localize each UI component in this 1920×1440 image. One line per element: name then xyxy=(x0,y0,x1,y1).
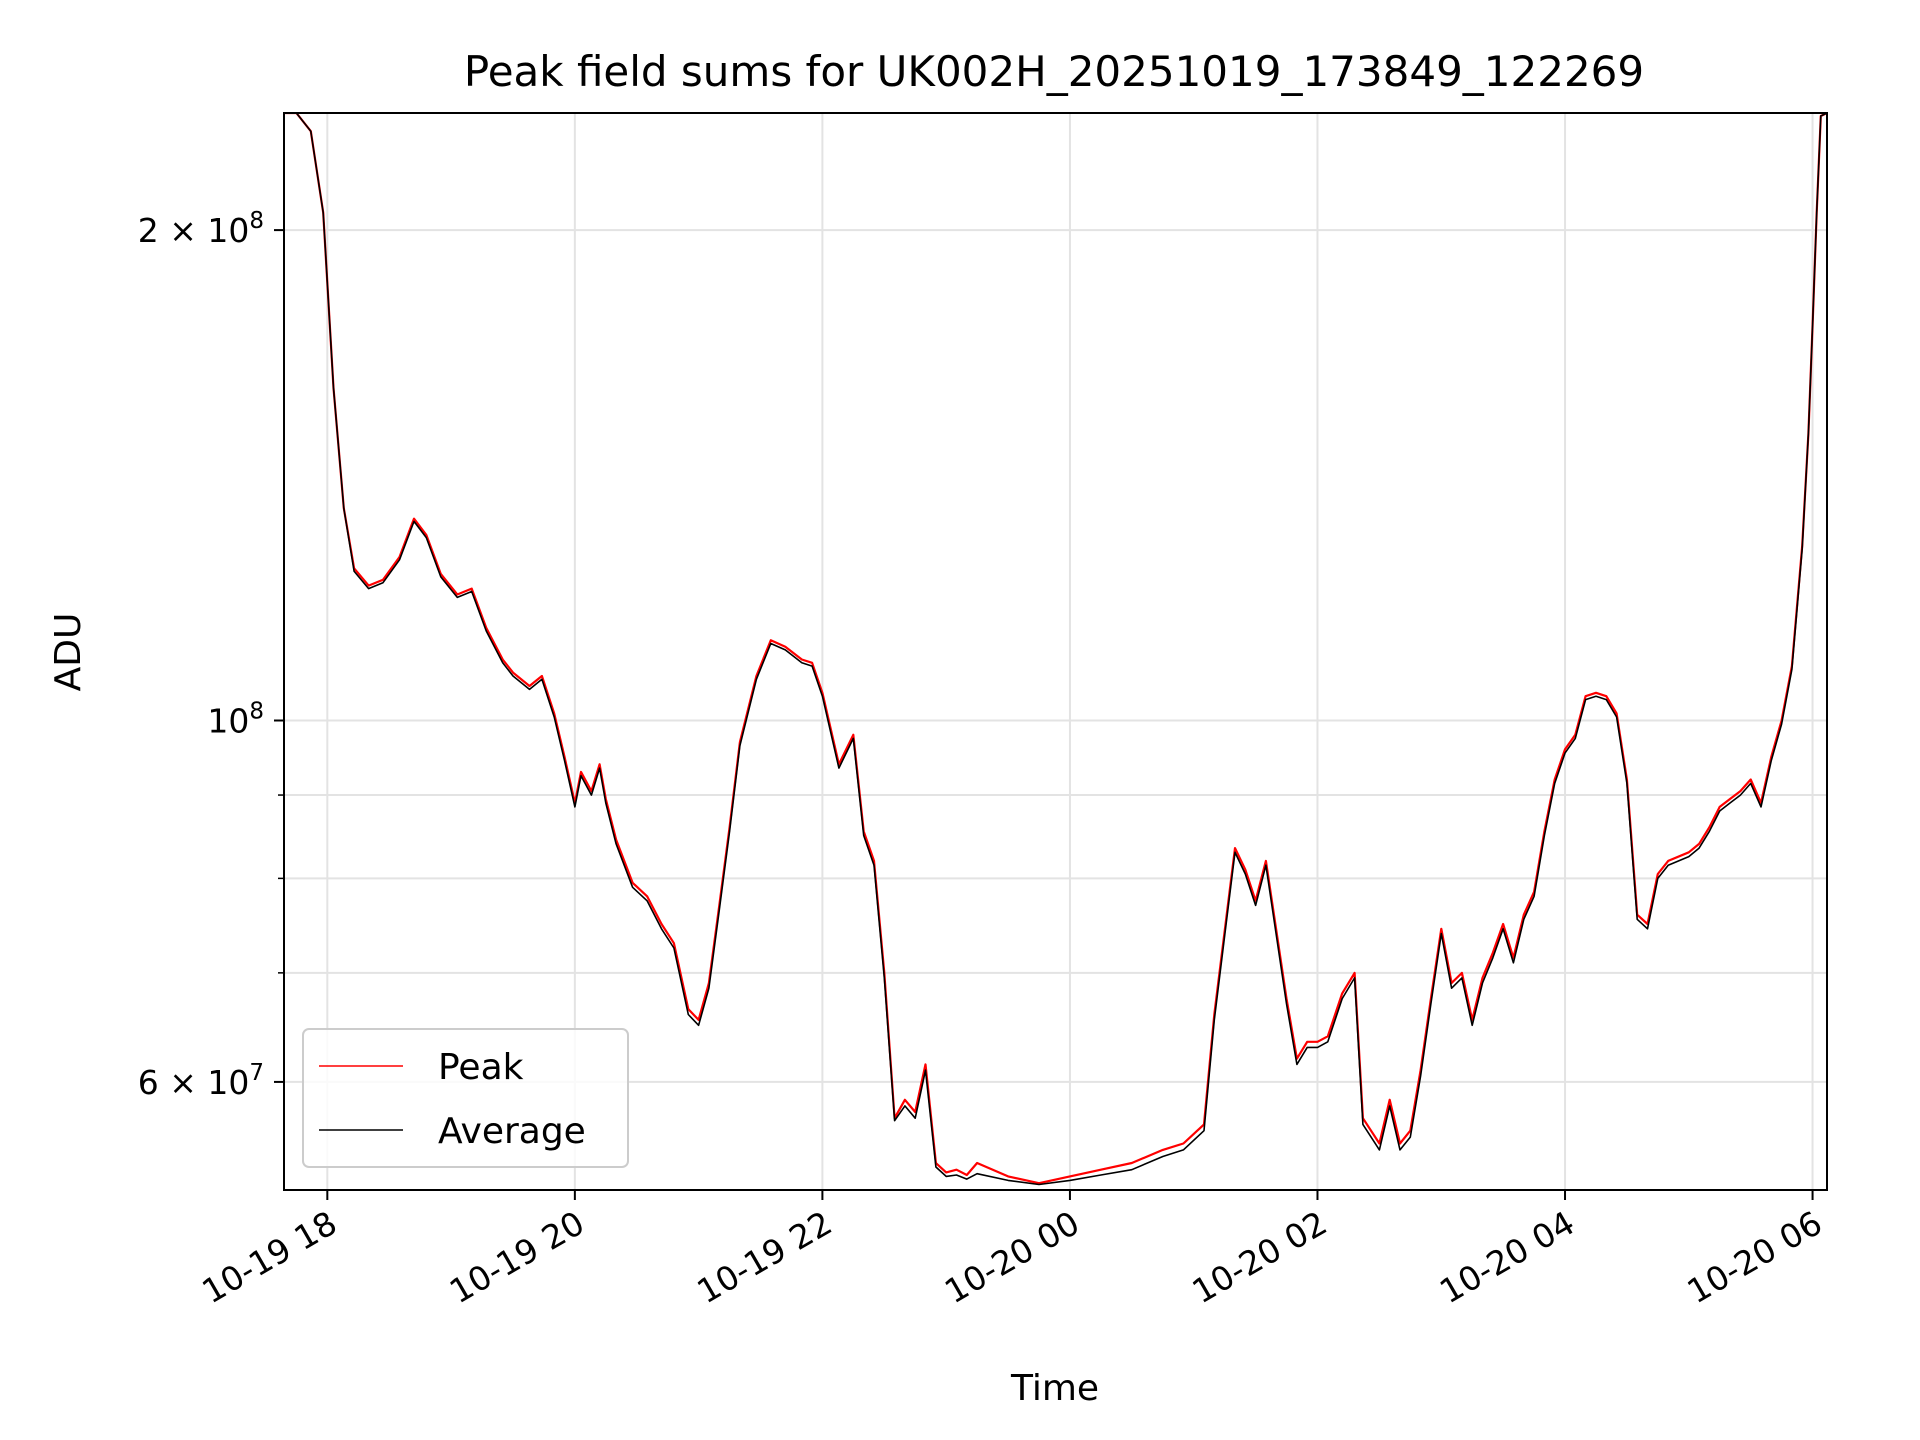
y-tick-label: 6 × 107 xyxy=(138,1060,264,1102)
plot-frame xyxy=(283,112,1828,1191)
legend-box xyxy=(302,1028,629,1168)
series-line-average xyxy=(284,113,1827,1186)
x-axis-label: Time xyxy=(1010,1368,1099,1409)
series-layer xyxy=(284,113,1827,1186)
y-axis: 6 × 107 108 2 × 108 xyxy=(138,208,284,1102)
y-tick-label: 2 × 108 xyxy=(138,208,264,250)
y-axis-label: ADU xyxy=(48,613,89,692)
legend-label-average: Average xyxy=(438,1111,586,1152)
legend-label-peak: Peak xyxy=(438,1047,524,1088)
chart-title: Peak field sums for UK002H_20251019_1738… xyxy=(464,47,1644,96)
y-tick-label: 108 xyxy=(207,699,264,741)
legend: Peak Average xyxy=(302,1028,629,1168)
